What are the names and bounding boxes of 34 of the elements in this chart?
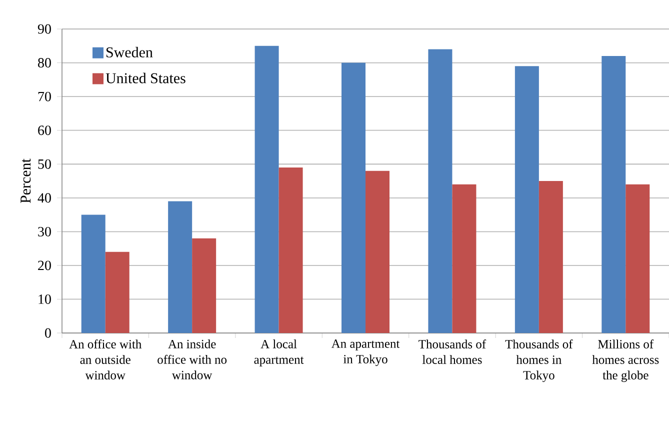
bar [626,184,650,333]
y-tick-label: 30 [38,226,51,236]
legend-label: Sweden [106,46,153,58]
bar [366,170,390,333]
legend-label: United States [106,72,186,84]
y-tick-label: 90 [38,24,51,34]
y-tick-label: 70 [38,92,51,102]
bar [81,214,106,333]
y-tick-label: 60 [38,126,51,136]
x-tick-label: Millions of homes across the globe [592,340,659,382]
bar [168,201,192,333]
y-tick-label: 20 [38,260,51,270]
bar [342,62,366,333]
bar [514,66,539,333]
x-tick-label: Thousands of local homes [418,340,486,364]
x-tick-label: Thousands of homes in Tokyo [505,340,573,382]
x-tick-label: An inside office with no window [158,340,227,380]
bar [538,181,563,333]
bar [278,167,303,333]
bar [105,252,130,333]
x-tick-label: An apartment in Tokyo [331,340,400,366]
y-tick-label: 50 [38,159,51,169]
y-tick-label: 0 [45,328,51,338]
bar [192,238,216,333]
y-tick-label: 40 [38,193,51,203]
y-tick-label: 80 [38,58,51,68]
bar [254,46,279,333]
y-axis-title: Percent [20,158,31,204]
bar [452,184,476,333]
y-tick-label: 10 [38,294,51,304]
bar [428,49,452,333]
x-tick-label: An office with an outside window [69,340,142,380]
bar [602,56,626,333]
x-tick-label: A local apartment [254,340,304,366]
